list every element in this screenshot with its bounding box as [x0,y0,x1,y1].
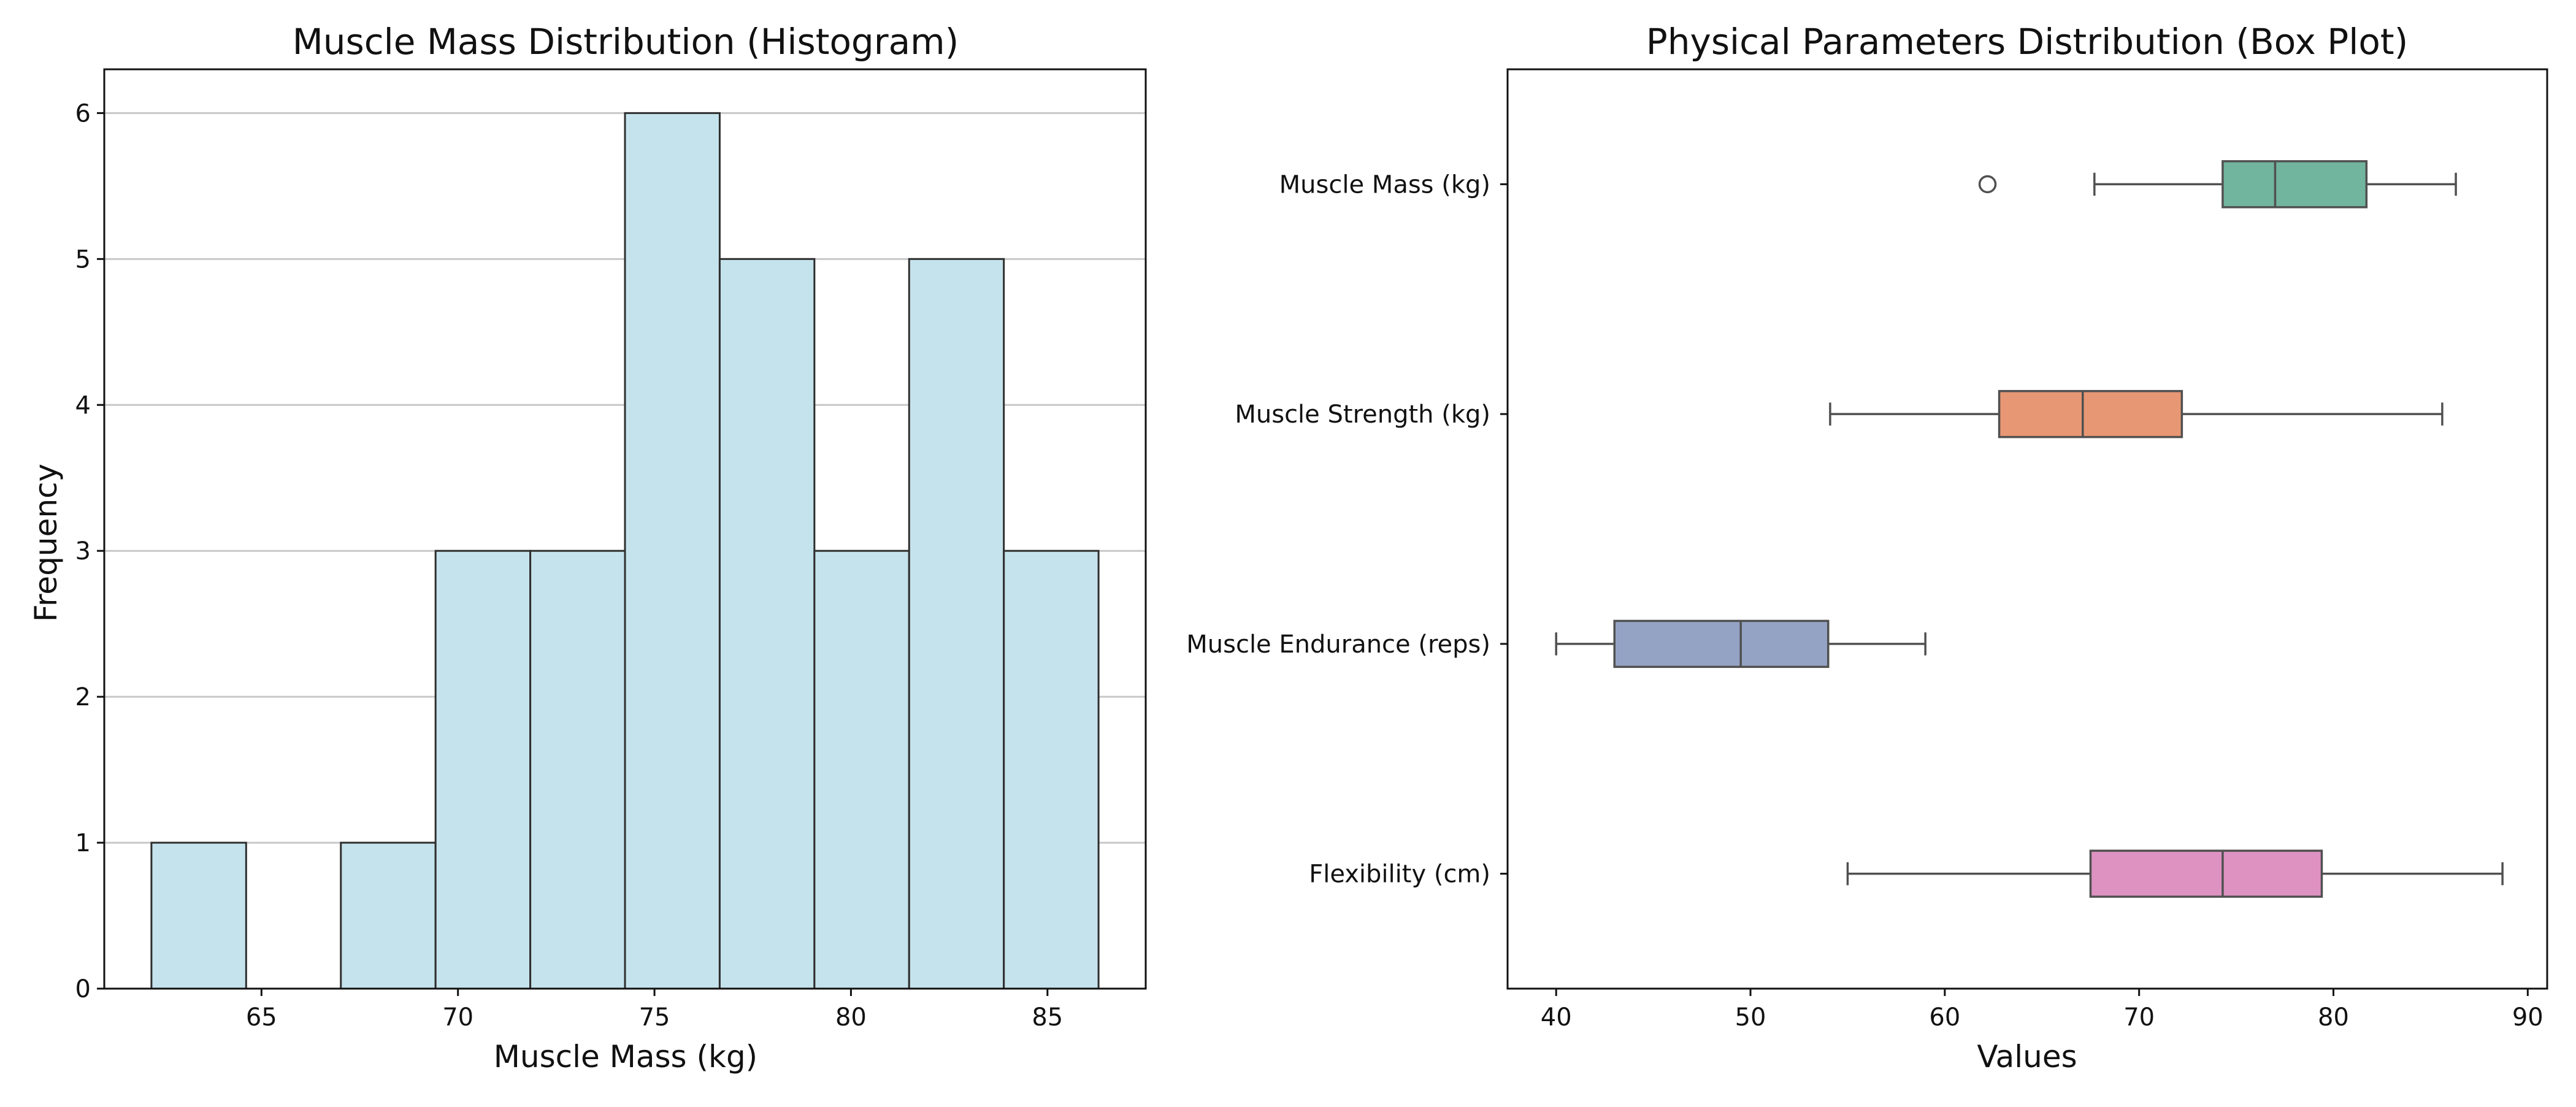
histogram-x-tick-label: 80 [835,1003,867,1032]
histogram-bar [624,112,721,990]
boxplot-category-label: Muscle Endurance (reps) [1186,630,1490,659]
histogram-y-axis-label: Frequency [28,464,64,622]
boxplot-item: Flexibility (cm) [1309,849,2504,898]
boxplot-x-tick-label: 50 [1735,1003,1766,1032]
boxplot-x-tick-label: 90 [2512,1003,2543,1032]
histogram-plot-frame [103,68,1147,990]
histogram-bar [434,550,532,990]
histogram-y-tick-label: 5 [75,245,91,274]
boxplot-panel: Physical Parameters Distribution (Box Pl… [1186,21,2548,1074]
boxplot-category-label: Muscle Strength (kg) [1235,400,1490,429]
boxplot-item: Muscle Strength (kg) [1235,389,2444,439]
boxplot-box [1998,389,2183,439]
histogram-x-tick-label: 70 [442,1003,473,1032]
histogram-bar [1003,550,1100,990]
boxplot-item: Muscle Mass (kg) [1279,160,2457,209]
boxplot-plot-frame [1506,68,2548,990]
histogram-x-tick-label: 75 [639,1003,670,1032]
histogram-bar [340,841,437,990]
boxplot-x-tick-label: 60 [1929,1003,1960,1032]
histogram-y-tick-label: 6 [75,99,91,128]
histogram-bar [150,841,247,990]
boxplot-title: Physical Parameters Distribution (Box Pl… [1646,21,2408,63]
histogram-bar [813,550,910,990]
boxplot-category-label: Muscle Mass (kg) [1279,170,1490,199]
boxplot-x-ticks: 40 50 60 70 80 90 [1541,989,2543,1032]
histogram-title: Muscle Mass Distribution (Histogram) [293,21,959,63]
boxplot-x-tick-label: 40 [1541,1003,1572,1032]
histogram-y-ticks: 0 1 2 3 4 5 6 [75,99,104,1003]
histogram-y-tick-label: 2 [75,683,91,711]
histogram-x-tick-label: 85 [1032,1003,1063,1032]
histogram-y-tick-label: 1 [75,829,91,857]
boxplot-boxes: Muscle Mass (kg) Muscle Strength (kg) Musc… [1186,160,2504,898]
histogram-y-tick-label: 0 [75,975,91,1003]
boxplot-x-tick-label: 70 [2123,1003,2155,1032]
histogram-bars [150,112,1100,990]
histogram-y-tick-label: 4 [75,391,91,419]
boxplot-outlier-point [1978,175,1997,194]
histogram-y-tick-label: 3 [75,537,91,565]
boxplot-x-axis-label: Values [1977,1039,2077,1074]
histogram-x-tick-label: 65 [246,1003,277,1032]
boxplot-item: Muscle Endurance (reps) [1186,619,1926,668]
histogram-panel: Muscle Mass Distribution (Histogram) Mus… [28,21,1147,1074]
boxplot-box [2221,160,2368,209]
histogram-x-axis-label: Muscle Mass (kg) [494,1039,757,1074]
boxplot-box [2089,849,2323,898]
histogram-bar [908,258,1005,990]
histogram-bar [529,550,626,990]
boxplot-box [1613,619,1830,668]
boxplot-category-label: Flexibility (cm) [1309,860,1490,889]
histogram-x-ticks: 65 70 75 80 85 [246,989,1063,1032]
boxplot-x-tick-label: 80 [2318,1003,2349,1032]
histogram-bar [718,258,816,990]
